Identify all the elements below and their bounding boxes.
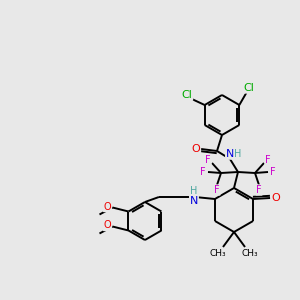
Text: H: H: [190, 186, 198, 196]
Text: F: F: [256, 185, 262, 195]
Text: CH₃: CH₃: [210, 250, 226, 259]
Text: N: N: [190, 196, 198, 206]
Text: O: O: [104, 202, 111, 212]
Text: F: F: [214, 185, 220, 195]
Text: O: O: [104, 220, 111, 230]
Text: Cl: Cl: [243, 83, 254, 93]
Text: F: F: [270, 167, 276, 177]
Text: F: F: [265, 155, 271, 165]
Text: H: H: [234, 149, 242, 159]
Text: F: F: [200, 167, 206, 177]
Text: N: N: [226, 149, 234, 159]
Text: F: F: [205, 155, 211, 165]
Text: CH₃: CH₃: [242, 250, 258, 259]
Text: Cl: Cl: [182, 90, 192, 100]
Text: O: O: [272, 193, 280, 203]
Text: O: O: [192, 144, 200, 154]
